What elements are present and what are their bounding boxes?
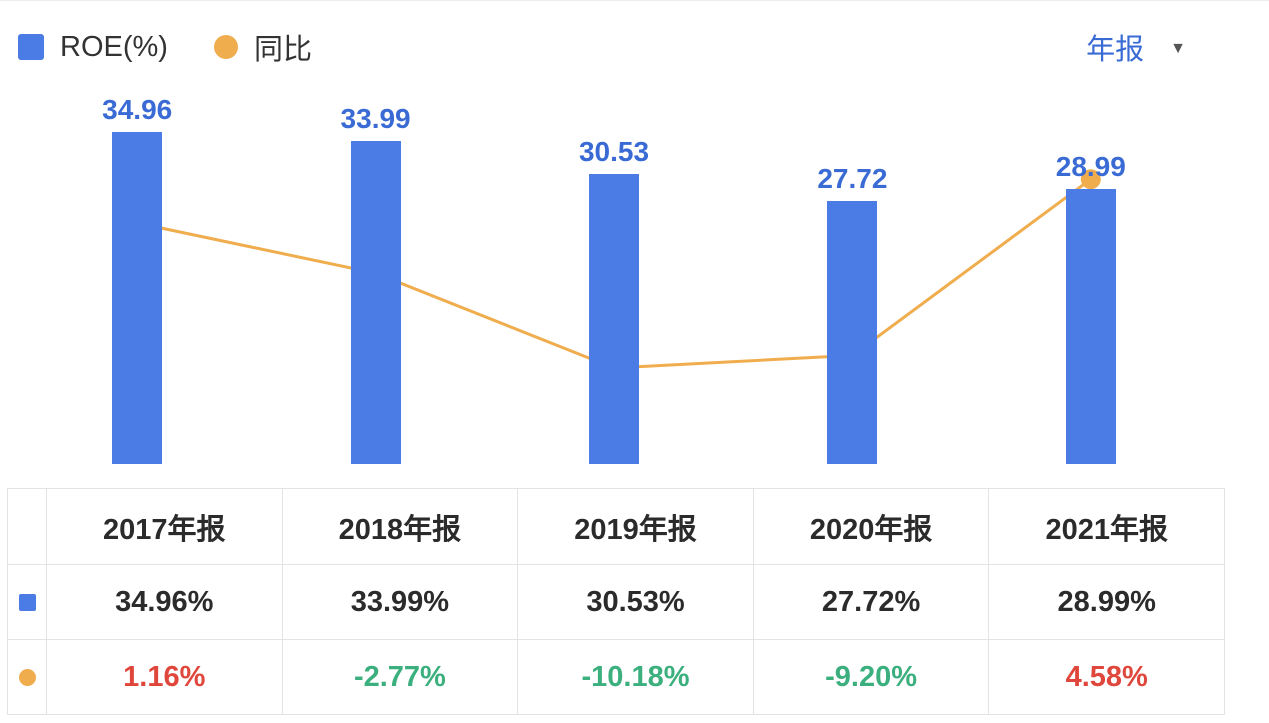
data-table: 2017年报 2018年报 2019年报 2020年报 2021年报 34.96% 33.9…: [7, 488, 1225, 715]
period-selector[interactable]: 年报 ▼: [1086, 26, 1186, 68]
roe-bar-value-label: 34.96: [102, 94, 173, 125]
legend-label-roe: ROE(%): [60, 30, 168, 63]
table-value-cell: 30.53%: [517, 565, 753, 639]
yoy-series-marker-icon: [18, 668, 36, 686]
roe-bar-value-label: 28.99: [1055, 150, 1126, 182]
table-value-cell: 33.99%: [281, 565, 518, 639]
table-corner-cell: [8, 489, 46, 564]
table-value-cell: 27.72%: [752, 565, 989, 639]
legend-item-roe[interactable]: ROE(%): [18, 31, 168, 64]
table-value-cell: -2.77%: [281, 640, 518, 714]
table-header-cell: 2018年报: [281, 489, 518, 564]
chart-legend: ROE(%) 同比: [18, 26, 312, 68]
table-value-cell: 4.58%: [988, 640, 1224, 714]
table-value-cell: 34.96%: [46, 565, 282, 639]
legend-label-yoy: 同比: [253, 34, 312, 66]
table-value-cell: -9.20%: [752, 640, 989, 714]
legend-item-yoy[interactable]: 同比: [213, 26, 312, 68]
chart-plot-area: 34.96 33.99 30.53 27.72 28.99: [18, 94, 1210, 464]
yoy-point-2021年报[interactable]: [1080, 169, 1101, 190]
table-marker-cell: [8, 640, 46, 714]
period-selector-label: 年报: [1086, 34, 1145, 66]
roe-bar-value-label: 33.99: [340, 103, 411, 135]
roe-series-marker-icon: [18, 593, 36, 611]
roe-series-swatch-icon: [18, 34, 44, 60]
roe-bar-2017年报[interactable]: [112, 132, 163, 464]
table-row-ROE(%): 34.96% 33.99% 30.53% 27.72% 28.99%: [8, 564, 1224, 639]
roe-bar-2019年报[interactable]: [589, 174, 639, 464]
table-header-cell: 2017年报: [46, 489, 282, 564]
roe-bar-2020年报[interactable]: [827, 200, 878, 464]
yoy-series-swatch-icon: [213, 35, 238, 59]
table-header-row: 2017年报 2018年报 2019年报 2020年报 2021年报: [8, 489, 1224, 564]
roe-bar-2018年报[interactable]: [350, 141, 401, 464]
chevron-down-icon: ▼: [1170, 40, 1186, 57]
chart-header: ROE(%) 同比 年报 ▼: [0, 1, 1269, 73]
table-value-cell: 1.16%: [46, 640, 282, 714]
roe-bar-value-label: 30.53: [578, 136, 650, 168]
table-header-cell: 2020年报: [752, 489, 989, 564]
table-marker-cell: [8, 565, 46, 639]
table-value-cell: 28.99%: [988, 565, 1224, 639]
table-row-同比: 1.16% -2.77% -10.18% -9.20% 4.58%: [8, 639, 1224, 714]
table-header-cell: 2021年报: [988, 489, 1224, 564]
roe-bar-2021年报[interactable]: [1065, 188, 1116, 464]
table-value-cell: -10.18%: [517, 640, 753, 714]
table-header-cell: 2019年报: [517, 489, 753, 564]
roe-bar-value-label: 27.72: [817, 162, 888, 194]
